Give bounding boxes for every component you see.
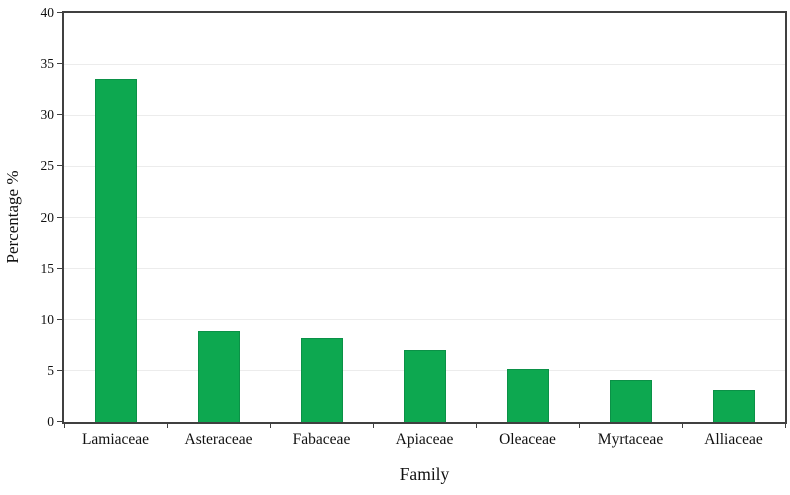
x-axis-tick [269, 424, 271, 428]
x-category-label: Lamiaceae [81, 431, 150, 448]
y-axis-tick [57, 421, 64, 422]
y-axis-tick-label: 15 [40, 260, 55, 276]
gridline [64, 268, 785, 270]
x-category-label: Myrtaceae [597, 431, 664, 448]
bar-oleaceae [506, 368, 549, 422]
gridline [64, 165, 785, 167]
y-axis-tick [57, 165, 64, 167]
x-category-label: Oleaceae [499, 431, 556, 448]
bar-myrtaceae [609, 380, 652, 422]
y-axis-tick [57, 63, 64, 65]
x-axis-tick [166, 424, 168, 428]
x-category-label: Asteraceae [184, 431, 253, 448]
gridline [64, 217, 785, 218]
y-axis-tick [57, 114, 64, 116]
x-axis-tick [63, 424, 65, 428]
y-axis-tick [57, 12, 64, 13]
bar-lamiaceae [94, 79, 137, 422]
bar-apiaceae [403, 350, 446, 422]
y-axis-tick-label: 5 [47, 362, 54, 378]
x-axis-tick [372, 424, 374, 428]
y-axis-tick-label: 30 [40, 107, 55, 123]
gridline [64, 114, 785, 116]
x-axis-tick [475, 424, 477, 428]
gridline [64, 319, 785, 321]
bar-asteraceae [197, 331, 240, 422]
x-axis-tick [784, 424, 786, 428]
x-category-label: Apiaceae [395, 431, 454, 448]
y-axis-tick [57, 369, 64, 371]
x-category-label: Alliaceae [704, 431, 763, 448]
bar-fabaceae [300, 338, 343, 422]
y-axis-tick-label: 20 [40, 209, 55, 225]
y-axis-tick-label: 35 [40, 56, 55, 72]
y-axis-tick [57, 267, 64, 269]
y-axis-tick-label: 40 [40, 5, 55, 20]
x-axis-tick [681, 424, 683, 428]
x-axis-tick [578, 424, 580, 428]
y-axis-tick-label: 25 [40, 158, 55, 174]
x-category-label: Fabaceae [292, 431, 351, 448]
y-axis-tick [57, 318, 64, 320]
plot-area [62, 11, 787, 424]
x-axis-title: Family [399, 464, 450, 484]
gridline [64, 63, 785, 65]
bar-alliaceae [712, 390, 755, 422]
y-axis-tick [57, 216, 64, 218]
y-axis-tick-label: 10 [40, 311, 55, 327]
y-axis-tick-label: 0 [47, 414, 54, 429]
